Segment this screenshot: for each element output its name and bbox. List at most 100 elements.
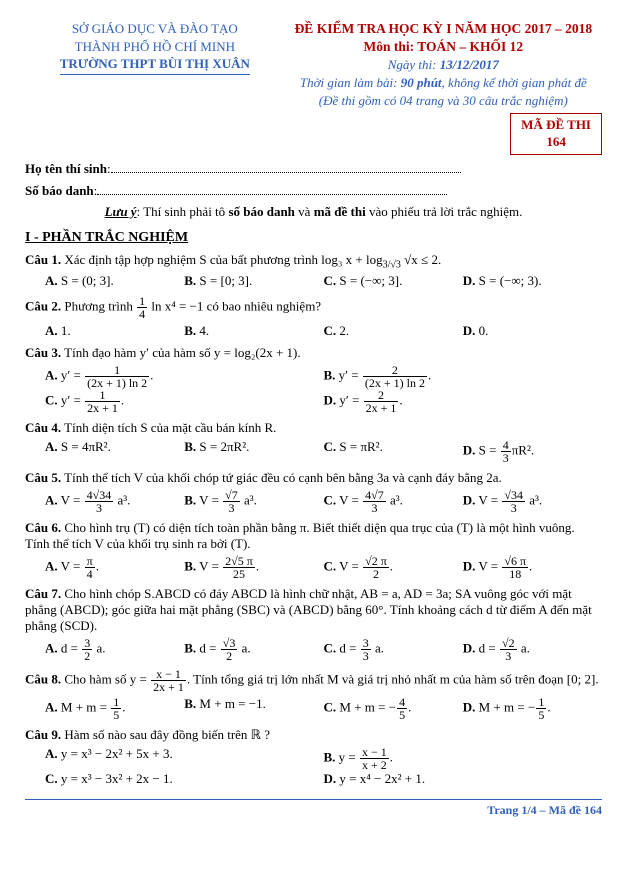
q8-pre: Cho hàm số y = (61, 672, 150, 687)
note-mid: và (295, 204, 314, 219)
q1A: S = (0; 3]. (61, 273, 114, 288)
date-label: Ngày thi: (388, 57, 440, 72)
date-value: 13/12/2017 (440, 57, 499, 72)
q3B-den: (2x + 1) ln 2 (363, 376, 427, 389)
q4D-pre: S = (479, 443, 500, 458)
candidate-name-label: Họ tên thí sinh (25, 161, 107, 176)
school-name: TRƯỜNG THPT BÙI THỊ XUÂN (60, 55, 250, 75)
q4D-suf: πR². (512, 443, 534, 458)
time-prefix: Thời gian làm bài: (300, 75, 401, 90)
q3-optB: B. y′ = 2(2x + 1) ln 2. (324, 364, 603, 389)
exam-date: Ngày thi: 13/12/2017 (285, 56, 602, 74)
q5-text: Tính thể tích V của khối chóp tứ giác đề… (61, 470, 502, 485)
q6-optD: D. V = √6 π18. (463, 555, 602, 580)
dept-line2: THÀNH PHỐ HỒ CHÍ MINH (25, 38, 285, 56)
q7-text: Cho hình chóp S.ABCD có đáy ABCD là hình… (25, 586, 592, 633)
q6-optB: B. V = 2√5 π25. (184, 555, 323, 580)
q2A: 1. (61, 323, 71, 338)
q3-optA: A. y′ = 1(2x + 1) ln 2. (45, 364, 324, 389)
q9-text: Hàm số nào sau đây đồng biến trên ℝ ? (61, 727, 270, 742)
q5-optD: D. V = √343 a³. (463, 489, 602, 514)
q4-optA: A. S = 4πR². (45, 439, 184, 464)
q6-label: Câu 6. (25, 520, 61, 535)
q2-optB: B. 4. (184, 323, 323, 339)
q7-label: Câu 7. (25, 586, 61, 601)
dept-line1: SỞ GIÁO DỤC VÀ ĐÀO TẠO (25, 20, 285, 38)
q2-label: Câu 2. (25, 299, 61, 314)
q5-optA: A. V = 4√343 a³. (45, 489, 184, 514)
q7-optC: C. d = 33 a. (324, 637, 463, 662)
question-9: Câu 9. Hàm số nào sau đây đồng biến trên… (25, 727, 602, 743)
note-u: Lưu ý (105, 204, 137, 219)
q8-label: Câu 8. (25, 672, 61, 687)
q1-text: Xác định tập hợp nghiệm S của bất phương… (61, 252, 383, 267)
exam-time: Thời gian làm bài: 90 phút, không kể thờ… (285, 74, 602, 92)
q1-sub: 3/√3 (383, 259, 401, 270)
q4-optD: D. S = 43πR². (463, 439, 602, 464)
question-1: Câu 1. Xác định tập hợp nghiệm S của bất… (25, 252, 602, 271)
q7-optD: D. d = √23 a. (463, 637, 602, 662)
q6-optC: C. V = √2 π2. (324, 555, 463, 580)
q3-optC: C. y′ = 12x + 1. (45, 389, 324, 414)
question-7: Câu 7. Cho hình chóp S.ABCD có đáy ABCD … (25, 586, 602, 634)
q2D: 0. (479, 323, 489, 338)
q2-pre: Phương trình (61, 299, 136, 314)
page-footer: Trang 1/4 – Mã đề 164 (25, 799, 602, 818)
q1-after: √x ≤ 2. (404, 252, 441, 267)
time-bold: 90 phút (401, 75, 442, 90)
q5-label: Câu 5. (25, 470, 61, 485)
q1-label: Câu 1. (25, 252, 61, 267)
exam-note-paren: (Đề thi gồm có 04 trang và 30 câu trắc n… (285, 92, 602, 110)
q1B: S = [0; 3]. (199, 273, 252, 288)
question-6: Câu 6. Cho hình trụ (T) có diện tích toà… (25, 520, 602, 552)
q4-optC: C. S = πR². (324, 439, 463, 464)
q1-optA: A. S = (0; 3]. (45, 273, 184, 289)
q2-optD: D. 0. (463, 323, 602, 339)
q2C: 2. (339, 323, 349, 338)
q6-optA: A. V = π4. (45, 555, 184, 580)
question-4: Câu 4. Tính diện tích S của mặt cầu bán … (25, 420, 602, 436)
q9-optB: B. y = x − 1x + 2. (324, 746, 603, 771)
q9-optC: C. y = x³ − 3x² + 2x − 1. (45, 771, 324, 787)
candidate-id-row: Số báo danh: (25, 183, 602, 199)
q7-optB: B. d = √32 a. (184, 637, 323, 662)
q6-text: Cho hình trụ (T) có diện tích toàn phần … (25, 520, 575, 551)
instruction-note: Lưu ý: Thí sinh phải tô số báo danh và m… (25, 204, 602, 220)
question-2: Câu 2. Phương trình 14 ln x⁴ = −1 có bao… (25, 295, 602, 320)
exam-code-badge: MÃ ĐỀ THI 164 (510, 113, 602, 155)
q3-optD: D. y′ = 22x + 1. (324, 389, 603, 414)
question-8: Câu 8. Cho hàm số y = x − 12x + 1. Tính … (25, 668, 602, 693)
q9C: y = x³ − 3x² + 2x − 1. (61, 771, 173, 786)
q4C: S = πR². (339, 439, 382, 454)
q9-label: Câu 9. (25, 727, 61, 742)
q1D: S = (−∞; 3). (479, 273, 542, 288)
q8A-pre: M + m = (61, 700, 110, 715)
q9-optA: A. y = x³ − 2x² + 5x + 3. (45, 746, 324, 771)
q4-label: Câu 4. (25, 420, 61, 435)
q2-optC: C. 2. (324, 323, 463, 339)
q2-suf: ln x⁴ = −1 có bao nhiêu nghiệm? (148, 299, 321, 314)
exam-title2: Môn thi: TOÁN – KHỐI 12 (285, 38, 602, 56)
q3D-den: 2x + 1 (364, 401, 399, 414)
question-5: Câu 5. Tính thể tích V của khối chóp tứ … (25, 470, 602, 486)
q8B: M + m = −1. (199, 696, 265, 711)
q9D: y = x⁴ − 2x² + 1. (339, 771, 425, 786)
q3-text: Tính đạo hàm y′ của hàm số y = log₂(2x +… (61, 345, 301, 360)
note-b1: số báo danh (228, 204, 294, 219)
q4-text: Tính diện tích S của mặt cầu bán kính R. (61, 420, 276, 435)
section-1-title: I - PHẦN TRẮC NGHIỆM (25, 230, 602, 246)
note-suffix: vào phiếu trả lời trắc nghiệm. (366, 204, 523, 219)
q3A-den: (2x + 1) ln 2 (85, 376, 149, 389)
q8-optB: B. M + m = −1. (184, 696, 323, 721)
q1-optC: C. S = (−∞; 3]. (324, 273, 463, 289)
q8-optC: C. M + m = −45. (324, 696, 463, 721)
q2-optA: A. 1. (45, 323, 184, 339)
note-b2: mã đề thi (314, 204, 366, 219)
q4A: S = 4πR². (61, 439, 111, 454)
q5-optC: C. V = 4√73 a³. (324, 489, 463, 514)
note-prefix: : Thí sinh phải tô (137, 204, 229, 219)
q8C-pre: M + m = − (339, 700, 396, 715)
exam-title1: ĐỀ KIỂM TRA HỌC KỲ I NĂM HỌC 2017 – 2018 (285, 20, 602, 38)
q8D-pre: M + m = − (479, 700, 536, 715)
question-3: Câu 3. Tính đạo hàm y′ của hàm số y = lo… (25, 345, 602, 361)
